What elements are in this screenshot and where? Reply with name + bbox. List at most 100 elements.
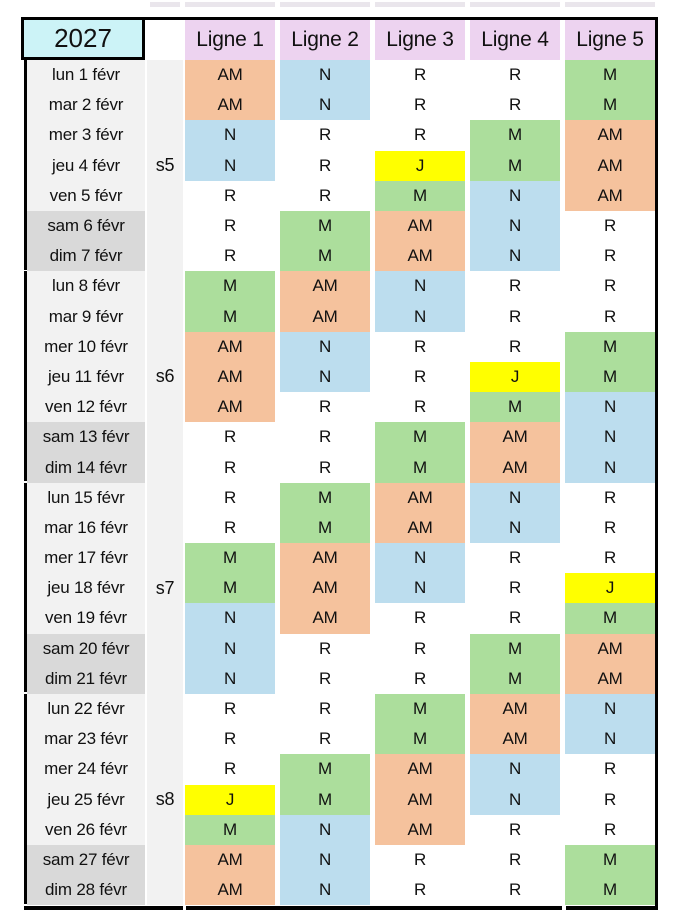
- shift-cell-n: N: [375, 543, 465, 574]
- shift-cell-am: AM: [280, 603, 370, 634]
- table-border-right: [655, 17, 658, 909]
- shift-cell-m: M: [470, 150, 560, 181]
- shift-cell-m: M: [280, 241, 370, 272]
- shift-cell-am: AM: [185, 392, 275, 423]
- day-cell: sam 13 févr: [27, 422, 145, 453]
- shift-cell-r: R: [603, 276, 617, 296]
- shift-cell-r: R: [603, 759, 617, 779]
- shift-cell-r: R: [508, 336, 522, 356]
- day-cell: mar 9 févr: [27, 301, 145, 332]
- shift-cell-n: N: [565, 422, 655, 453]
- shift-cell-r: R: [508, 95, 522, 115]
- column-header-ligne-4: Ligne 4: [470, 20, 560, 60]
- shift-cell-am: AM: [375, 512, 465, 543]
- shift-cell-am: AM: [280, 543, 370, 574]
- shift-cell-r: R: [413, 638, 427, 658]
- shift-cell-n: N: [470, 241, 560, 272]
- column-header-ligne-1: Ligne 1: [185, 20, 275, 60]
- shift-cell-m: M: [470, 663, 560, 694]
- shift-cell-r: R: [318, 457, 332, 477]
- shift-cell-am: AM: [375, 784, 465, 815]
- shift-cell-r: R: [508, 849, 522, 869]
- shift-cell-n: N: [185, 603, 275, 634]
- shift-cell-n: N: [375, 301, 465, 332]
- shift-cell-m: M: [375, 724, 465, 755]
- shift-cell-n: N: [565, 392, 655, 423]
- day-cell: mer 17 févr: [27, 543, 145, 574]
- shift-cell-am: AM: [375, 814, 465, 845]
- shift-cell-r: R: [508, 276, 522, 296]
- day-cell: dim 28 févr: [27, 875, 145, 906]
- shift-cell-r: R: [603, 216, 617, 236]
- column-header-ligne-5: Ligne 5: [565, 20, 655, 60]
- day-cell: dim 14 févr: [27, 452, 145, 483]
- day-cell: sam 20 févr: [27, 633, 145, 664]
- shift-cell-r: R: [318, 638, 332, 658]
- shift-cell-r: R: [223, 246, 237, 266]
- shift-cell-r: R: [603, 819, 617, 839]
- shift-cell-r: R: [318, 427, 332, 447]
- shift-cell-am: AM: [375, 754, 465, 785]
- shift-cell-n: N: [185, 120, 275, 151]
- shift-cell-am: AM: [185, 331, 275, 362]
- shift-cell-am: AM: [185, 844, 275, 876]
- shift-cell-r: R: [603, 548, 617, 568]
- shift-cell-m: M: [185, 301, 275, 332]
- shift-cell-r: R: [223, 216, 237, 236]
- day-cell: lun 22 févr: [27, 693, 145, 725]
- shift-cell-r: R: [603, 246, 617, 266]
- shift-cell-r: R: [318, 699, 332, 719]
- shift-cell-am: AM: [280, 301, 370, 332]
- shift-cell-r: R: [508, 306, 522, 326]
- shift-cell-am: AM: [470, 724, 560, 755]
- day-cell: sam 27 févr: [27, 844, 145, 876]
- day-cell: ven 26 févr: [27, 814, 145, 845]
- day-cell: ven 19 févr: [27, 603, 145, 634]
- shift-cell-r: R: [223, 185, 237, 205]
- table-border-top: [21, 17, 658, 20]
- shift-cell-r: R: [508, 608, 522, 628]
- shift-cell-n: N: [470, 180, 560, 211]
- shift-cell-j: J: [470, 361, 560, 393]
- shift-cell-r: R: [508, 880, 522, 900]
- shift-cell-r: R: [318, 185, 332, 205]
- day-cell: lun 15 févr: [27, 482, 145, 513]
- shift-cell-am: AM: [565, 150, 655, 181]
- shift-cell-r: R: [318, 125, 332, 145]
- shift-cell-m: M: [565, 60, 655, 91]
- table-border-bottom: [186, 905, 562, 910]
- shift-cell-r: R: [508, 548, 522, 568]
- shift-cell-am: AM: [375, 241, 465, 272]
- shift-cell-j: J: [185, 784, 275, 815]
- shift-cell-n: N: [470, 784, 560, 815]
- shift-cell-am: AM: [375, 482, 465, 513]
- shift-cell-m: M: [565, 331, 655, 362]
- shift-cell-m: M: [185, 543, 275, 574]
- cropped-row-fragment: [185, 2, 275, 7]
- shift-cell-m: M: [185, 814, 275, 845]
- table-border-bottom: [24, 905, 183, 910]
- week-label-s8: s8: [147, 693, 183, 906]
- shift-cell-n: N: [280, 875, 370, 906]
- shift-cell-m: M: [565, 844, 655, 876]
- shift-cell-r: R: [413, 65, 427, 85]
- shift-cell-r: R: [603, 306, 617, 326]
- day-cell: jeu 25 févr: [27, 784, 145, 815]
- day-cell: lun 8 févr: [27, 271, 145, 302]
- shift-cell-n: N: [280, 331, 370, 362]
- shift-cell-am: AM: [565, 663, 655, 694]
- cropped-row-fragment: [375, 2, 465, 7]
- shift-cell-r: R: [413, 95, 427, 115]
- year-cell: 2027: [21, 17, 145, 60]
- shift-cell-n: N: [565, 693, 655, 725]
- shift-cell-r: R: [318, 397, 332, 417]
- shift-cell-n: N: [280, 60, 370, 91]
- shift-cell-r: R: [508, 819, 522, 839]
- shift-cell-am: AM: [185, 90, 275, 121]
- table-border-bottom: [566, 905, 658, 910]
